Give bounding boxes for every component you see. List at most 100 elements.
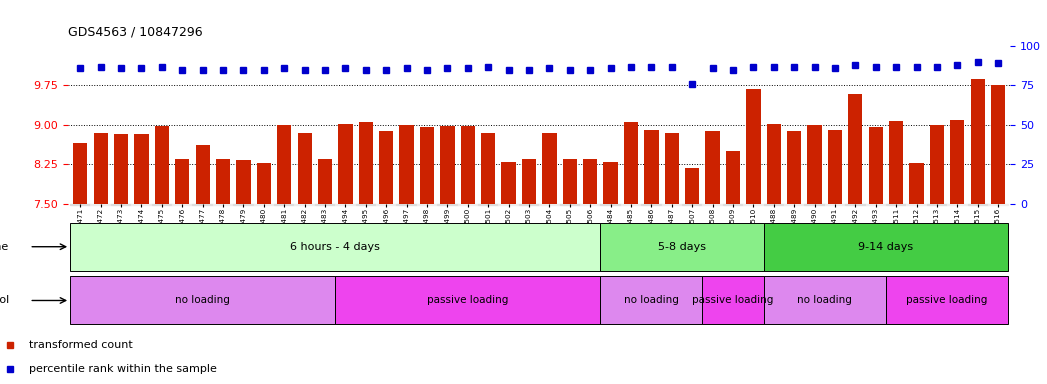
Bar	[559, 204, 580, 205]
Bar	[502, 162, 516, 204]
Bar	[722, 204, 743, 205]
Bar	[193, 204, 213, 205]
Text: protocol: protocol	[0, 295, 9, 306]
Bar	[763, 204, 784, 205]
Bar	[662, 204, 682, 205]
Bar	[253, 204, 274, 205]
Bar	[481, 133, 495, 204]
Bar	[886, 276, 1008, 324]
Bar	[726, 151, 740, 204]
Bar	[787, 131, 801, 204]
Bar	[766, 124, 781, 204]
Bar	[315, 204, 335, 205]
Text: no loading: no loading	[175, 295, 230, 306]
Text: transformed count: transformed count	[29, 340, 133, 350]
Bar	[845, 204, 866, 205]
Bar	[152, 204, 172, 205]
Bar	[213, 204, 233, 205]
Bar	[542, 133, 557, 204]
Bar	[539, 204, 559, 205]
Bar	[848, 94, 863, 204]
Bar	[335, 276, 600, 324]
Bar	[114, 134, 128, 204]
Bar	[907, 204, 927, 205]
Bar	[743, 204, 763, 205]
Bar	[784, 204, 804, 205]
Bar	[277, 125, 291, 204]
Bar	[356, 204, 376, 205]
Bar	[216, 159, 230, 204]
Text: GDS4563 / 10847296: GDS4563 / 10847296	[68, 25, 203, 38]
Bar	[400, 125, 414, 204]
Bar	[763, 276, 886, 324]
Bar	[600, 223, 763, 271]
Bar	[257, 162, 271, 204]
Text: passive loading: passive loading	[427, 295, 509, 306]
Bar	[600, 204, 621, 205]
Bar	[951, 119, 964, 204]
Bar	[990, 86, 1005, 204]
Bar	[807, 125, 822, 204]
Bar	[665, 133, 678, 204]
Bar	[988, 204, 1008, 205]
Bar	[498, 204, 519, 205]
Bar	[703, 204, 722, 205]
Bar	[237, 161, 250, 204]
Bar	[417, 204, 438, 205]
Bar	[131, 204, 152, 205]
Text: 9-14 days: 9-14 days	[859, 242, 913, 252]
Bar	[461, 126, 475, 204]
Bar	[703, 276, 763, 324]
Bar	[441, 126, 454, 204]
Bar	[600, 276, 703, 324]
Bar	[621, 204, 641, 205]
Bar	[580, 204, 600, 205]
Bar	[93, 133, 108, 204]
Bar	[438, 204, 458, 205]
Bar	[603, 162, 618, 204]
Bar	[90, 204, 111, 205]
Bar	[420, 127, 435, 204]
Bar	[747, 89, 760, 204]
Bar	[930, 125, 944, 204]
Bar	[70, 276, 335, 324]
Bar	[521, 159, 536, 204]
Bar	[70, 223, 600, 271]
Bar	[335, 204, 356, 205]
Bar	[155, 126, 169, 204]
Bar	[706, 131, 719, 204]
Bar	[175, 159, 190, 204]
Text: no loading: no loading	[798, 295, 852, 306]
Bar	[910, 162, 923, 204]
Bar	[644, 130, 659, 204]
Text: 6 hours - 4 days: 6 hours - 4 days	[290, 242, 380, 252]
Bar	[519, 204, 539, 205]
Text: 5-8 days: 5-8 days	[658, 242, 706, 252]
Bar	[889, 121, 904, 204]
Bar	[763, 223, 1008, 271]
Text: time: time	[0, 242, 9, 252]
Bar	[641, 204, 662, 205]
Bar	[379, 131, 394, 204]
Text: passive loading: passive loading	[907, 295, 987, 306]
Bar	[948, 204, 967, 205]
Bar	[458, 204, 478, 205]
Bar	[886, 204, 907, 205]
Bar	[927, 204, 948, 205]
Bar	[172, 204, 193, 205]
Bar	[583, 159, 598, 204]
Bar	[70, 204, 90, 205]
Text: percentile rank within the sample: percentile rank within the sample	[29, 364, 217, 374]
Bar	[869, 127, 883, 204]
Bar	[828, 130, 842, 204]
Bar	[397, 204, 417, 205]
Bar	[134, 134, 149, 204]
Bar	[359, 122, 373, 204]
Bar	[294, 204, 315, 205]
Bar	[825, 204, 845, 205]
Bar	[685, 168, 699, 204]
Bar	[967, 204, 988, 205]
Bar	[111, 204, 131, 205]
Bar	[73, 143, 88, 204]
Bar	[196, 145, 209, 204]
